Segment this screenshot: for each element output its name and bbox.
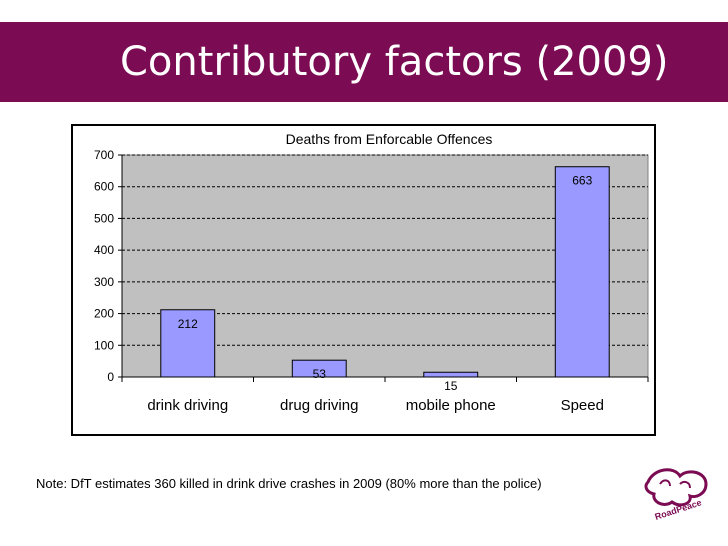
roadpeace-logo: RoadPeace (644, 468, 708, 522)
category-label: Speed (561, 397, 604, 414)
y-tick-label: 200 (94, 307, 114, 321)
y-tick-label: 100 (94, 338, 114, 352)
y-tick-label: 500 (94, 211, 114, 225)
category-label: drug driving (280, 397, 358, 414)
data-label: 15 (444, 379, 458, 393)
y-tick-label: 700 (94, 148, 114, 162)
data-label: 663 (572, 174, 592, 188)
footnote: Note: DfT estimates 360 killed in drink … (36, 476, 542, 491)
chart-title: Deaths from Enforcable Offences (286, 131, 493, 147)
y-tick-label: 0 (107, 370, 114, 384)
chart-frame: Deaths from Enforcable Offences 0 100 200 30… (71, 124, 656, 436)
bar-speed (554, 166, 610, 378)
bar-chart: Deaths from Enforcable Offences 0 100 200 30… (94, 131, 649, 414)
bar-drink-driving (160, 309, 216, 378)
y-tick-label: 300 (94, 275, 114, 289)
y-tick-label: 600 (94, 180, 114, 194)
category-label: drink driving (147, 397, 228, 414)
svg-text:RoadPeace: RoadPeace (654, 497, 703, 522)
category-label: mobile phone (406, 397, 496, 414)
title-bar (0, 22, 728, 102)
data-label: 53 (313, 367, 327, 381)
bar-drug-driving (291, 359, 347, 378)
slide-title: Contributory factors (2009) (120, 39, 669, 85)
data-label: 212 (178, 317, 198, 331)
bar-mobile-phone (423, 371, 479, 378)
y-tick-label: 400 (94, 243, 114, 257)
